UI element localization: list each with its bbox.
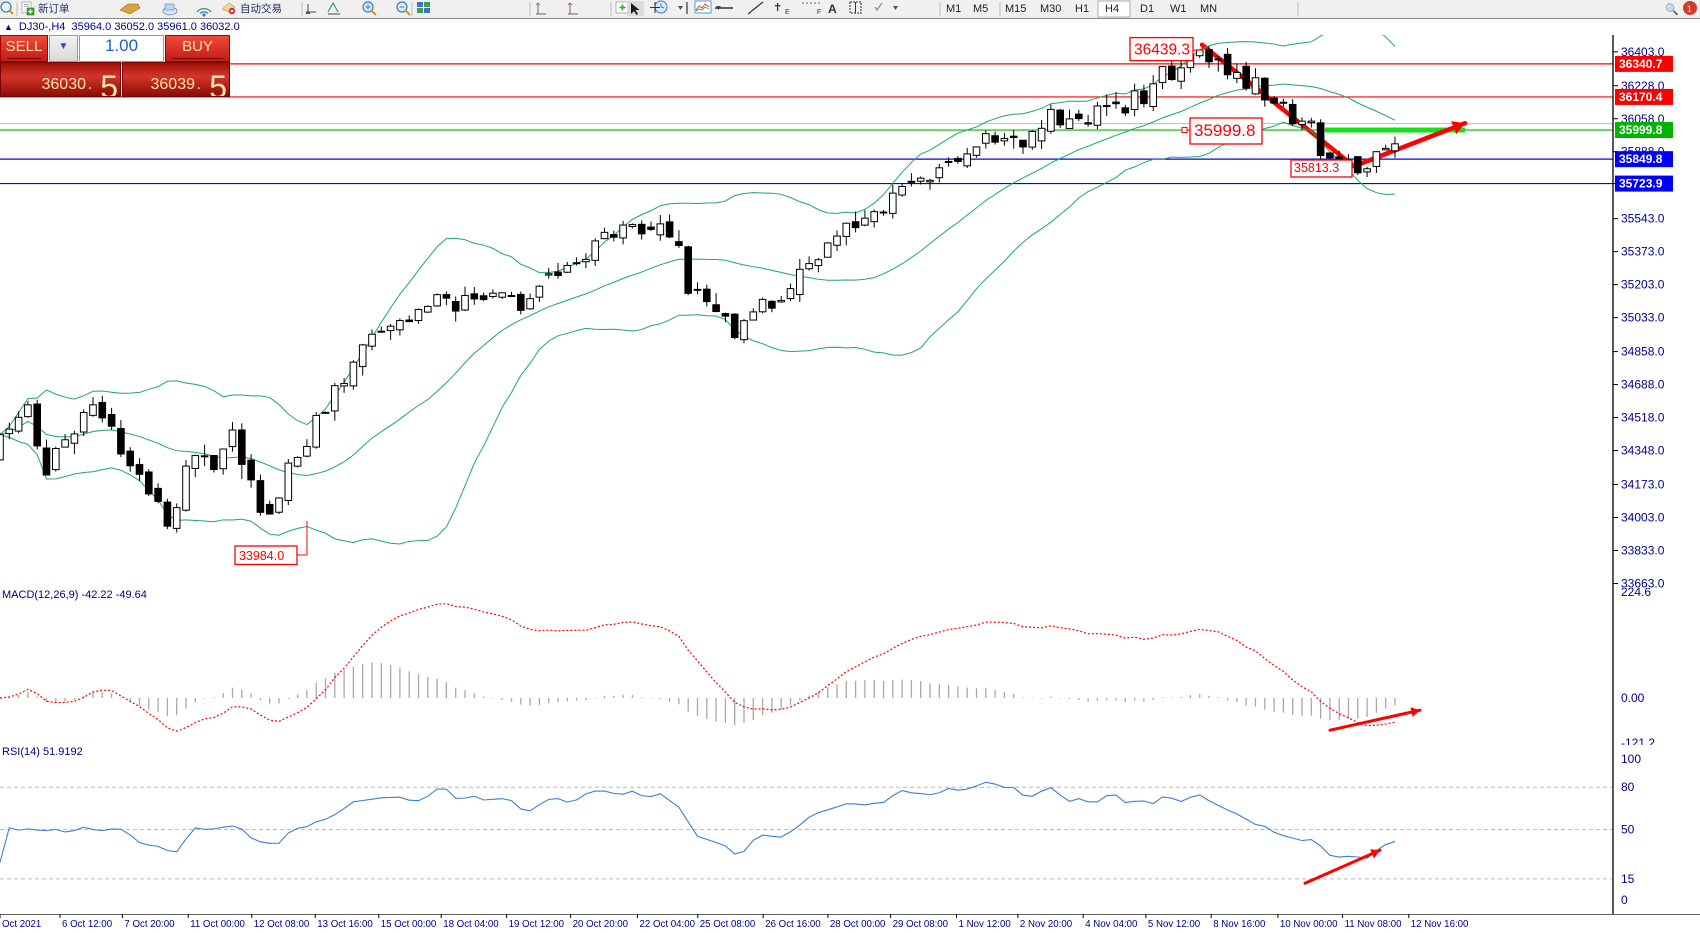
svg-text:34348.0: 34348.0 bbox=[1621, 444, 1665, 458]
svg-text:1 Nov 12:00: 1 Nov 12:00 bbox=[959, 919, 1012, 930]
svg-text:34518.0: 34518.0 bbox=[1621, 411, 1665, 425]
svg-text:50: 50 bbox=[1621, 823, 1635, 837]
svg-text:35543.0: 35543.0 bbox=[1621, 212, 1665, 226]
svg-text:Oct 2021: Oct 2021 bbox=[2, 919, 41, 930]
svg-text:H1: H1 bbox=[1075, 3, 1089, 15]
svg-text:35033.0: 35033.0 bbox=[1621, 311, 1665, 325]
svg-text:M1: M1 bbox=[946, 3, 961, 15]
svg-text:MACD(12,26,9) -42.22 -49.64: MACD(12,26,9) -42.22 -49.64 bbox=[2, 589, 147, 601]
svg-text:36439.3: 36439.3 bbox=[1134, 42, 1190, 59]
svg-text:15 Oct 00:00: 15 Oct 00:00 bbox=[381, 919, 437, 930]
svg-text:0.00: 0.00 bbox=[1621, 691, 1645, 705]
svg-text:12 Nov 16:00: 12 Nov 16:00 bbox=[1411, 919, 1469, 930]
svg-text:34003.0: 34003.0 bbox=[1621, 510, 1665, 524]
svg-text:13 Oct 16:00: 13 Oct 16:00 bbox=[317, 919, 373, 930]
svg-text:15: 15 bbox=[1621, 872, 1635, 886]
svg-text:10 Nov 00:00: 10 Nov 00:00 bbox=[1280, 919, 1338, 930]
svg-text:35373.0: 35373.0 bbox=[1621, 245, 1665, 259]
svg-text:29 Oct 08:00: 29 Oct 08:00 bbox=[893, 919, 949, 930]
svg-text:-121.2: -121.2 bbox=[1621, 736, 1655, 745]
svg-text:4 Nov 04:00: 4 Nov 04:00 bbox=[1085, 919, 1138, 930]
svg-text:自动交易: 自动交易 bbox=[240, 2, 282, 15]
svg-text:8 Nov 16:00: 8 Nov 16:00 bbox=[1213, 919, 1266, 930]
svg-text:F: F bbox=[817, 9, 821, 16]
svg-text:E: E bbox=[785, 9, 790, 16]
svg-text:35999.8: 35999.8 bbox=[1194, 121, 1255, 140]
svg-text:11 Oct 00:00: 11 Oct 00:00 bbox=[190, 919, 245, 930]
svg-text:33663.0: 33663.0 bbox=[1621, 576, 1665, 588]
svg-text:18 Oct 04:00: 18 Oct 04:00 bbox=[443, 919, 499, 930]
svg-text:✝: ✝ bbox=[773, 2, 782, 14]
svg-text:22 Oct 04:00: 22 Oct 04:00 bbox=[640, 919, 696, 930]
svg-text:34173.0: 34173.0 bbox=[1621, 478, 1665, 492]
svg-text:19 Oct 12:00: 19 Oct 12:00 bbox=[509, 919, 565, 930]
svg-text:224.6: 224.6 bbox=[1621, 588, 1651, 599]
svg-text:A: A bbox=[828, 2, 837, 16]
svg-text:80: 80 bbox=[1621, 780, 1635, 794]
svg-text:33833.0: 33833.0 bbox=[1621, 543, 1665, 557]
svg-text:5 Nov 12:00: 5 Nov 12:00 bbox=[1148, 919, 1201, 930]
svg-text:35203.0: 35203.0 bbox=[1621, 278, 1665, 292]
svg-text:M5: M5 bbox=[973, 3, 988, 15]
svg-text:M30: M30 bbox=[1040, 3, 1061, 15]
svg-text:34858.0: 34858.0 bbox=[1621, 345, 1665, 359]
svg-text:28 Oct 00:00: 28 Oct 00:00 bbox=[830, 919, 886, 930]
svg-text:1: 1 bbox=[1687, 5, 1692, 14]
svg-text:35813.3: 35813.3 bbox=[1294, 161, 1339, 175]
svg-text:D1: D1 bbox=[1140, 3, 1154, 15]
svg-text:0: 0 bbox=[1621, 893, 1628, 907]
svg-text:新订单: 新订单 bbox=[38, 2, 70, 15]
svg-text:26 Oct 16:00: 26 Oct 16:00 bbox=[765, 919, 821, 930]
svg-text:35723.9: 35723.9 bbox=[1619, 177, 1663, 191]
svg-text:6 Oct 12:00: 6 Oct 12:00 bbox=[62, 919, 113, 930]
svg-text:7 Oct 20:00: 7 Oct 20:00 bbox=[124, 919, 175, 930]
svg-text:11 Nov 08:00: 11 Nov 08:00 bbox=[1345, 919, 1403, 930]
svg-text:2 Nov 20:00: 2 Nov 20:00 bbox=[1020, 919, 1073, 930]
svg-text:34688.0: 34688.0 bbox=[1621, 378, 1665, 392]
svg-text:36170.4: 36170.4 bbox=[1619, 90, 1663, 104]
svg-text:RSI(14) 51.9192: RSI(14) 51.9192 bbox=[2, 746, 83, 758]
svg-text:25 Oct 08:00: 25 Oct 08:00 bbox=[700, 919, 756, 930]
svg-text:100: 100 bbox=[1621, 752, 1641, 766]
svg-text:🔍: 🔍 bbox=[1665, 2, 1679, 16]
svg-text:M15: M15 bbox=[1005, 3, 1026, 15]
svg-text:35849.8: 35849.8 bbox=[1619, 152, 1663, 166]
svg-text:33984.0: 33984.0 bbox=[239, 549, 284, 563]
svg-text:W1: W1 bbox=[1170, 3, 1187, 15]
svg-text:35999.8: 35999.8 bbox=[1619, 123, 1663, 137]
svg-text:MN: MN bbox=[1200, 3, 1217, 15]
svg-text:12 Oct 08:00: 12 Oct 08:00 bbox=[254, 919, 310, 930]
svg-text:20 Oct 20:00: 20 Oct 20:00 bbox=[573, 919, 629, 930]
svg-text:36340.7: 36340.7 bbox=[1619, 57, 1663, 71]
svg-text:H4: H4 bbox=[1105, 3, 1119, 15]
